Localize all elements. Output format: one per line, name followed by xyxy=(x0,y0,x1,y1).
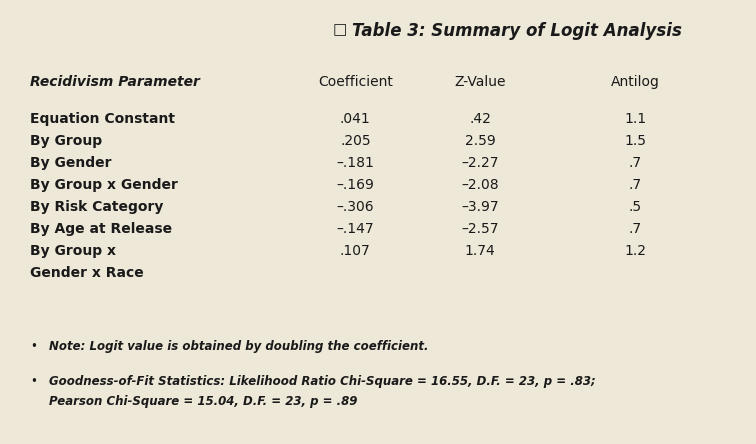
Text: Goodness-of-Fit Statistics: Likelihood Ratio Chi-Square = 16.55, D.F. = 23, p = : Goodness-of-Fit Statistics: Likelihood R… xyxy=(49,375,596,388)
Text: By Age at Release: By Age at Release xyxy=(30,222,172,236)
Text: Gender x Race: Gender x Race xyxy=(30,266,144,280)
Text: –.147: –.147 xyxy=(336,222,374,236)
Text: .42: .42 xyxy=(469,112,491,126)
Text: 1.74: 1.74 xyxy=(465,244,495,258)
Text: •: • xyxy=(30,375,37,388)
Text: –2.27: –2.27 xyxy=(461,156,499,170)
Text: Table 3: Summary of Logit Analysis: Table 3: Summary of Logit Analysis xyxy=(352,22,681,40)
Text: □: □ xyxy=(333,22,347,37)
Text: •: • xyxy=(30,340,37,353)
Text: 1.2: 1.2 xyxy=(624,244,646,258)
Text: By Risk Category: By Risk Category xyxy=(30,200,163,214)
Text: Note: Logit value is obtained by doubling the coefficient.: Note: Logit value is obtained by doublin… xyxy=(49,340,429,353)
Text: .7: .7 xyxy=(628,222,642,236)
Text: –2.08: –2.08 xyxy=(461,178,499,192)
Text: Pearson Chi-Square = 15.04, D.F. = 23, p = .89: Pearson Chi-Square = 15.04, D.F. = 23, p… xyxy=(49,395,358,408)
Text: Antilog: Antilog xyxy=(611,75,659,89)
Text: Z-Value: Z-Value xyxy=(454,75,506,89)
Text: By Gender: By Gender xyxy=(30,156,112,170)
Text: –.181: –.181 xyxy=(336,156,374,170)
Text: By Group x: By Group x xyxy=(30,244,116,258)
Text: .205: .205 xyxy=(340,134,370,148)
Text: .7: .7 xyxy=(628,156,642,170)
Text: .041: .041 xyxy=(340,112,370,126)
Text: 1.5: 1.5 xyxy=(624,134,646,148)
Text: 1.1: 1.1 xyxy=(624,112,646,126)
Text: –3.97: –3.97 xyxy=(461,200,499,214)
Text: –2.57: –2.57 xyxy=(461,222,499,236)
Text: –.306: –.306 xyxy=(336,200,374,214)
Text: Equation Constant: Equation Constant xyxy=(30,112,175,126)
Text: Coefficient: Coefficient xyxy=(318,75,393,89)
Text: By Group: By Group xyxy=(30,134,102,148)
Text: .5: .5 xyxy=(628,200,642,214)
Text: By Group x Gender: By Group x Gender xyxy=(30,178,178,192)
Text: –.169: –.169 xyxy=(336,178,374,192)
Text: .7: .7 xyxy=(628,178,642,192)
Text: Recidivism Parameter: Recidivism Parameter xyxy=(30,75,200,89)
Text: 2.59: 2.59 xyxy=(465,134,495,148)
Text: .107: .107 xyxy=(340,244,370,258)
